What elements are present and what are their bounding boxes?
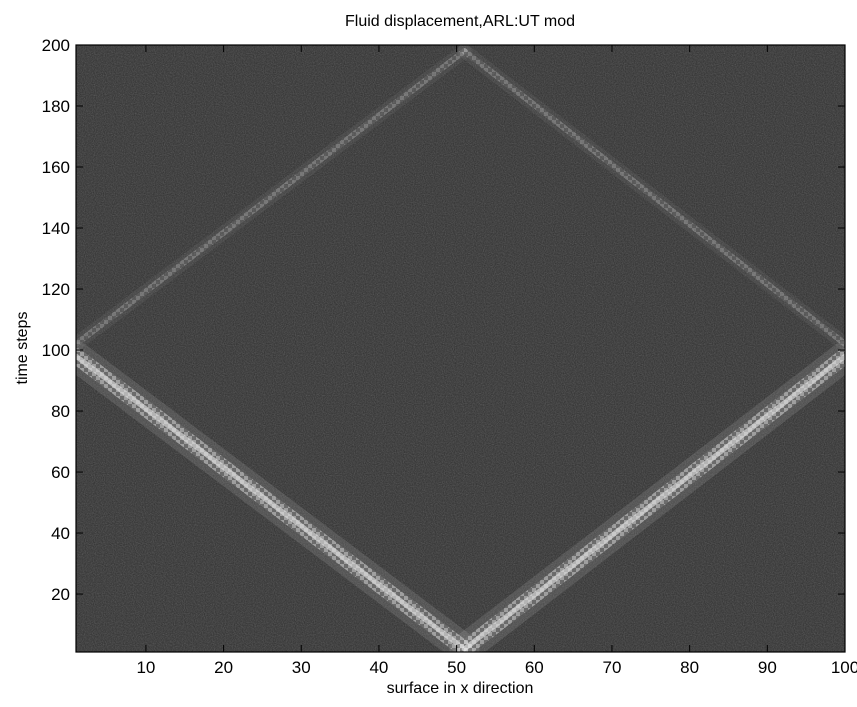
y-tick-label: 180 <box>42 97 70 116</box>
wavefront-2-layer-3 <box>461 353 845 652</box>
chart-title: Fluid displacement,ARL:UT mod <box>345 13 575 30</box>
plot-frame <box>75 44 846 653</box>
y-tick-label: 200 <box>42 36 70 55</box>
x-tick-label: 30 <box>292 658 311 677</box>
y-tick-label: 60 <box>51 463 70 482</box>
x-tick-label: 90 <box>758 658 777 677</box>
x-tick-label: 60 <box>525 658 544 677</box>
y-tick-label: 140 <box>42 219 70 238</box>
y-tick-label: 40 <box>51 524 70 543</box>
x-tick-label: 100 <box>831 658 857 677</box>
y-tick-label: 120 <box>42 280 70 299</box>
y-tick-label: 20 <box>51 585 70 604</box>
x-tick-label: 40 <box>369 658 388 677</box>
wavefront-4-layer-2 <box>461 48 845 347</box>
y-tick-label: 100 <box>42 341 70 360</box>
x-tick-label: 80 <box>680 658 699 677</box>
x-axis-ticks: 10 20 30 40 50 60 70 80 90 100 <box>136 45 857 677</box>
heatmap-noise <box>76 45 845 652</box>
y-axis-ticks: 20 40 60 80 100 120 140 160 180 200 <box>42 36 845 604</box>
x-tick-label: 20 <box>214 658 233 677</box>
y-tick-label: 80 <box>51 402 70 421</box>
wavefront-3-layer-2 <box>76 48 468 347</box>
y-axis-title: time steps <box>14 312 31 385</box>
y-tick-label: 160 <box>42 158 70 177</box>
x-axis-title: surface in x direction <box>387 680 534 697</box>
heatmap-plot-area <box>76 45 845 652</box>
x-tick-label: 50 <box>447 658 466 677</box>
x-tick-label: 70 <box>603 658 622 677</box>
wavefront-1-layer-3 <box>76 353 467 652</box>
x-tick-label: 10 <box>136 658 155 677</box>
